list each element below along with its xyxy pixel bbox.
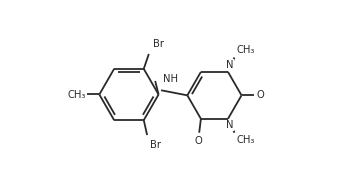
Text: Br: Br <box>153 39 164 49</box>
Text: CH₃: CH₃ <box>237 45 255 55</box>
Text: CH₃: CH₃ <box>236 135 254 145</box>
Text: NH: NH <box>163 74 178 84</box>
Text: Br: Br <box>150 140 161 150</box>
Text: O: O <box>257 90 265 100</box>
Text: N: N <box>226 60 233 70</box>
Text: N: N <box>226 121 233 130</box>
Text: O: O <box>194 136 202 146</box>
Text: CH₃: CH₃ <box>67 90 85 99</box>
